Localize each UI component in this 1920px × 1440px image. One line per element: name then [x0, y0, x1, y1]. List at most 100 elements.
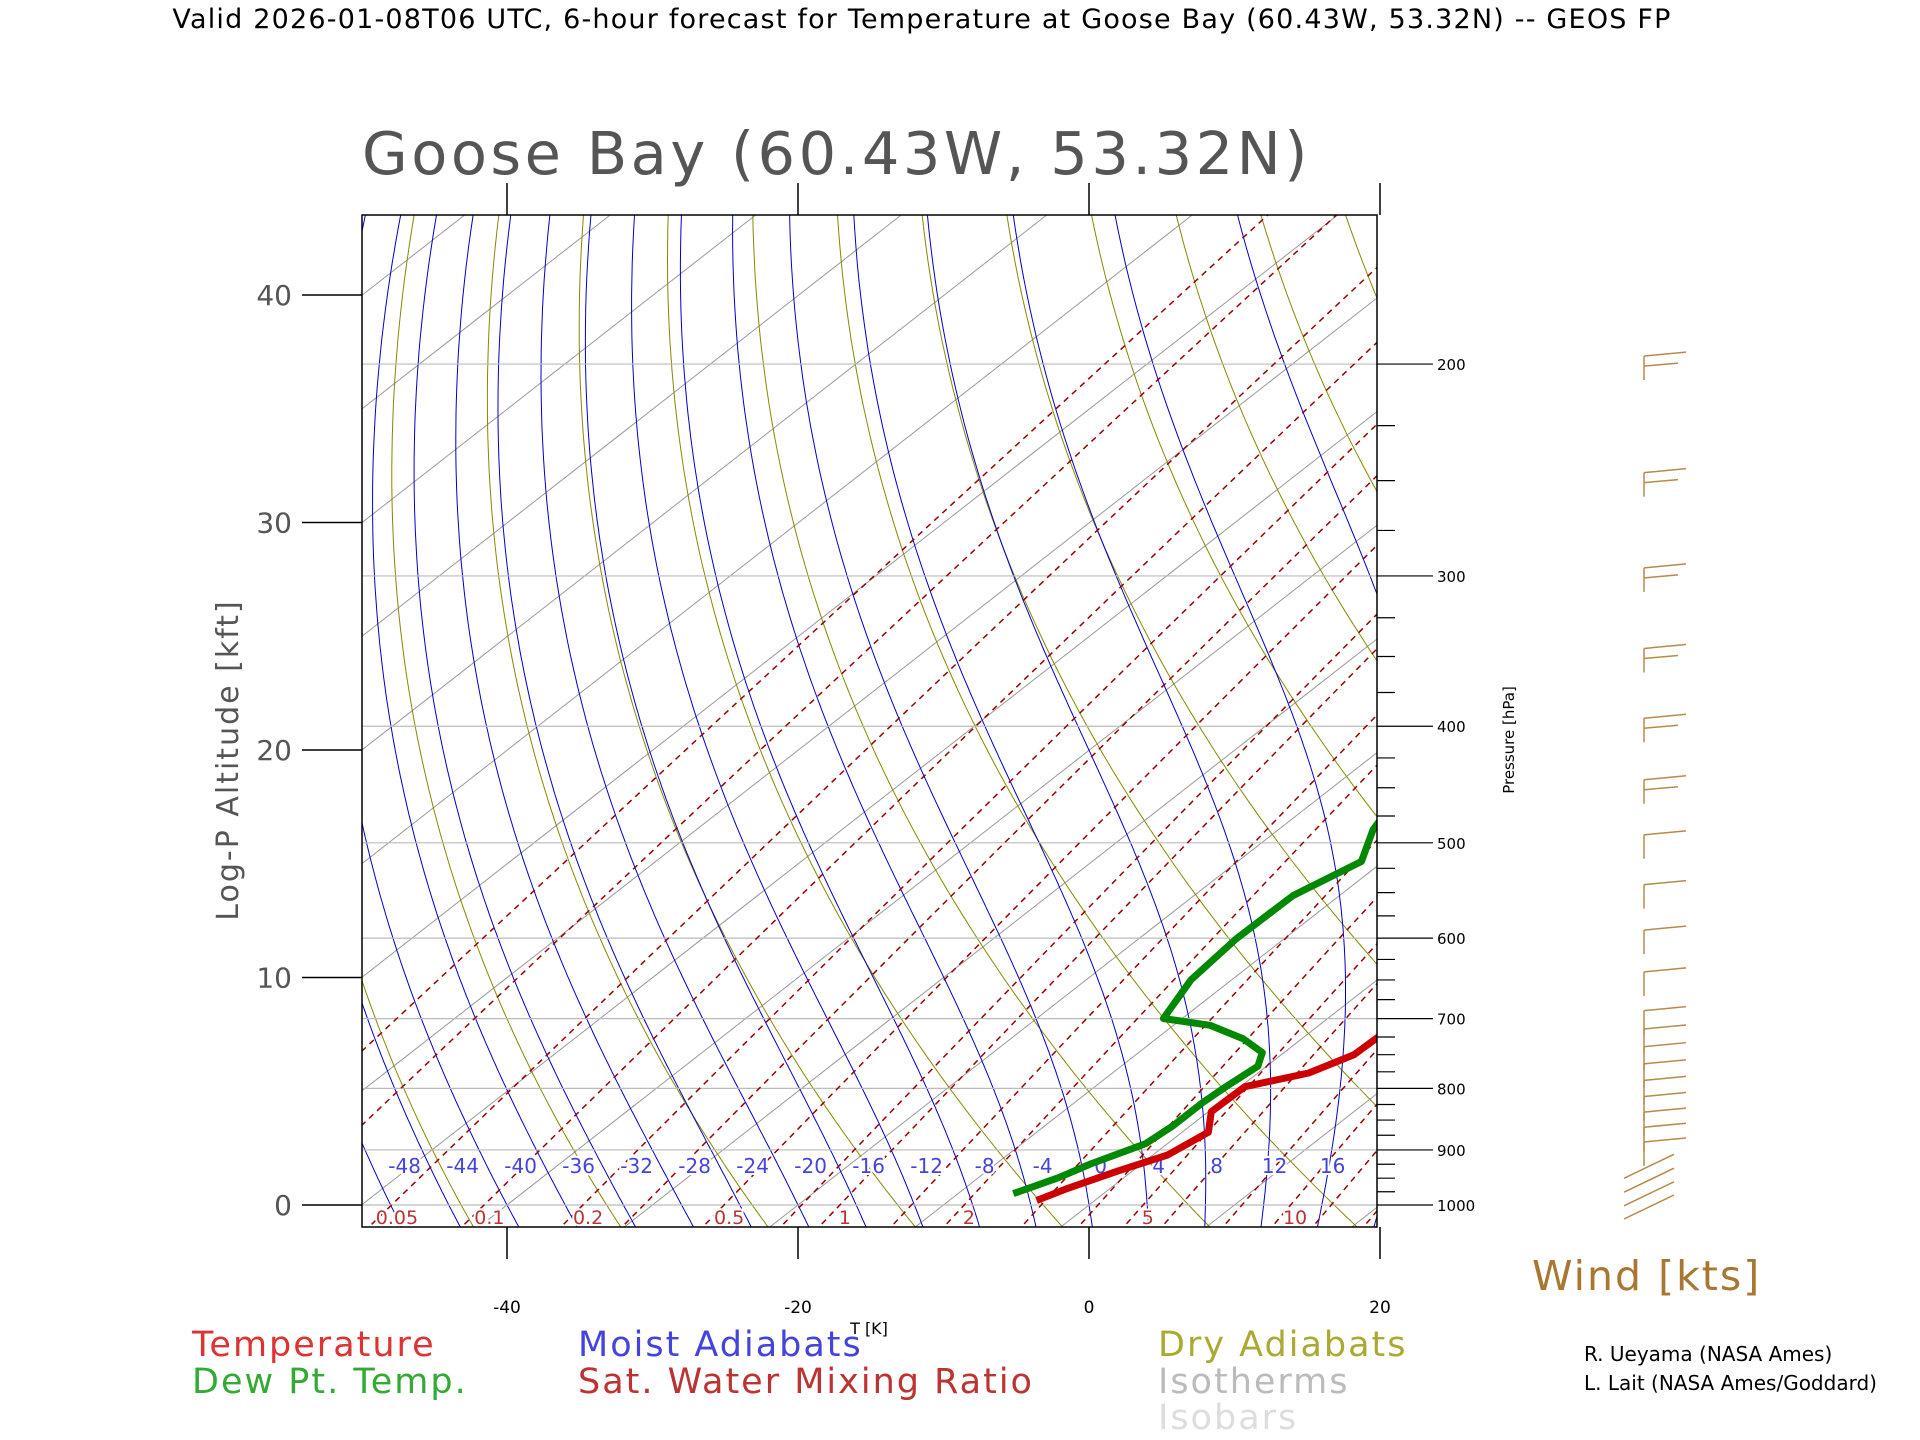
moist-adiabat-label: 12 — [1262, 1154, 1287, 1178]
mixing-ratio-line — [367, 266, 1377, 1227]
x-tick-label: 20 — [1369, 1298, 1391, 1318]
legend-dewpoint: Dew Pt. Temp. — [192, 1362, 468, 1402]
mixing-ratio-line — [942, 764, 1377, 1227]
moist-adiabat-label: -28 — [678, 1154, 711, 1178]
wind-barb-flag — [1643, 1005, 1687, 1012]
pressure-tick-label: 200 — [1437, 356, 1466, 374]
mixing-ratio-label: 10 — [1283, 1207, 1307, 1229]
wind-barb-flag — [1643, 1122, 1687, 1128]
dry-adiabat — [1768, 213, 1920, 1232]
wind-barb-flag — [1643, 1091, 1687, 1098]
wind-barb — [1623, 1153, 1675, 1179]
pressure-tick-label: 700 — [1437, 1011, 1466, 1029]
mixing-ratio-line — [1077, 896, 1377, 1227]
dry-adiabat — [837, 215, 1358, 1227]
moist-adiabat-label: -48 — [388, 1154, 421, 1178]
wind-barb-flag — [1643, 713, 1687, 719]
mixing-ratio-label: 1 — [839, 1207, 851, 1229]
legend-mixing-ratio: Sat. Water Mixing Ratio — [578, 1362, 1034, 1402]
temperature-line — [1035, 1033, 1377, 1204]
moist-adiabat-label: -40 — [504, 1154, 537, 1178]
legend-dry-adiabats: Dry Adiabats — [1158, 1325, 1408, 1365]
moist-adiabat — [455, 215, 695, 1227]
moist-adiabat-label: 16 — [1320, 1154, 1345, 1178]
wind-barb — [1623, 1167, 1675, 1193]
mixing-ratio-line — [779, 613, 1377, 1227]
mixing-ratio-line — [620, 474, 1377, 1227]
isotherm — [1643, 215, 1920, 1227]
isotherm — [0, 215, 174, 1227]
moist-adiabat — [497, 215, 752, 1227]
wind-barb-flag — [1643, 1041, 1687, 1048]
moist-adiabat-label: 8 — [1210, 1154, 1223, 1178]
wind-barb-flag — [1643, 1137, 1687, 1143]
isobars — [362, 363, 1377, 1206]
mixing-ratio-line — [362, 215, 1269, 1052]
pressure-tick-label: 500 — [1437, 835, 1466, 853]
pressure-tick-label: 800 — [1437, 1080, 1466, 1098]
isotherms — [0, 215, 1920, 1227]
wind-barb-flag — [1643, 775, 1687, 781]
isotherm — [362, 215, 902, 637]
moist-adiabat — [372, 215, 578, 1227]
dry-adiabats — [362, 213, 1920, 1232]
y-tick-label: 40 — [256, 279, 292, 312]
isotherm — [362, 215, 1339, 978]
isotherm — [769, 752, 1377, 1227]
axes: 0 10 20 30 40 -40 -20 0 20 1000 900 800 700 600 500 400… — [256, 183, 1475, 1318]
wind-barb-flag — [1643, 786, 1679, 791]
dry-adiabat — [1260, 215, 1377, 493]
wind-barb-flag — [1643, 654, 1679, 660]
mixing-ratio-line — [1311, 1149, 1377, 1227]
dry-adiabat — [362, 979, 475, 1227]
mixing-ratio-label: 0.2 — [573, 1207, 603, 1229]
series-layer — [1012, 818, 1377, 1204]
mixing-ratio-line — [701, 544, 1377, 1227]
dry-adiabat — [486, 215, 769, 1227]
pressure-axis-label: Pressure [hPa] — [1500, 686, 1518, 794]
wind-barb-flag — [1643, 1024, 1687, 1030]
dry-adiabat — [391, 215, 622, 1227]
wind-barb-flag — [1643, 925, 1687, 931]
y-tick-label: 20 — [256, 734, 292, 767]
pressure-tick-label: 400 — [1437, 718, 1466, 736]
wind-barb-flag — [1643, 830, 1687, 836]
wind-barb-flag — [1643, 467, 1687, 474]
dewpoint-line — [1012, 818, 1377, 1197]
mixing-ratio-line — [889, 713, 1377, 1227]
moist-adiabat-label: -4 — [1033, 1154, 1053, 1178]
mixing-ratio-line — [1222, 1048, 1377, 1227]
isotherm — [362, 411, 1377, 1206]
wind-barb-flag — [1643, 1107, 1687, 1113]
x-tick-label: -40 — [493, 1298, 521, 1318]
y-tick-label: 30 — [256, 507, 292, 540]
wind-label: Wind [kts] — [1532, 1252, 1761, 1300]
wind-barb-flag — [1643, 478, 1679, 484]
moist-adiabat — [413, 215, 637, 1227]
isotherm — [478, 524, 1377, 1227]
moist-adiabat — [1114, 215, 1346, 1227]
legend-isotherms: Isotherms — [1158, 1362, 1350, 1402]
mixing-ratio-lines — [362, 215, 1377, 1227]
dry-adiabat — [921, 215, 1377, 1108]
isotherm — [623, 638, 1377, 1227]
mixing-ratio-label: 0.1 — [474, 1207, 504, 1229]
pressure-tick-label: 300 — [1437, 568, 1466, 586]
wind-barb-flag — [1643, 351, 1687, 357]
wind-barbs — [1623, 351, 1687, 1220]
wind-barb-flag — [1643, 563, 1687, 569]
isotherm — [362, 215, 611, 410]
legend-moist-adiabats: Moist Adiabats — [578, 1325, 863, 1365]
moist-adiabat — [362, 1001, 461, 1227]
wind-barb — [1623, 1194, 1675, 1220]
pressure-tick-label: 900 — [1437, 1142, 1466, 1160]
mixing-ratio-label: 2 — [963, 1207, 975, 1229]
wind-barb-flag — [1643, 879, 1687, 886]
isotherm — [914, 865, 1377, 1227]
moist-adiabat — [631, 215, 924, 1227]
mixing-ratio-line — [817, 647, 1377, 1227]
mixing-ratio-label: 0.5 — [714, 1207, 744, 1229]
moist-adiabat-label: -8 — [975, 1154, 995, 1178]
mixing-ratio-label: 5 — [1142, 1207, 1154, 1229]
moist-adiabat-label: -24 — [736, 1154, 769, 1178]
